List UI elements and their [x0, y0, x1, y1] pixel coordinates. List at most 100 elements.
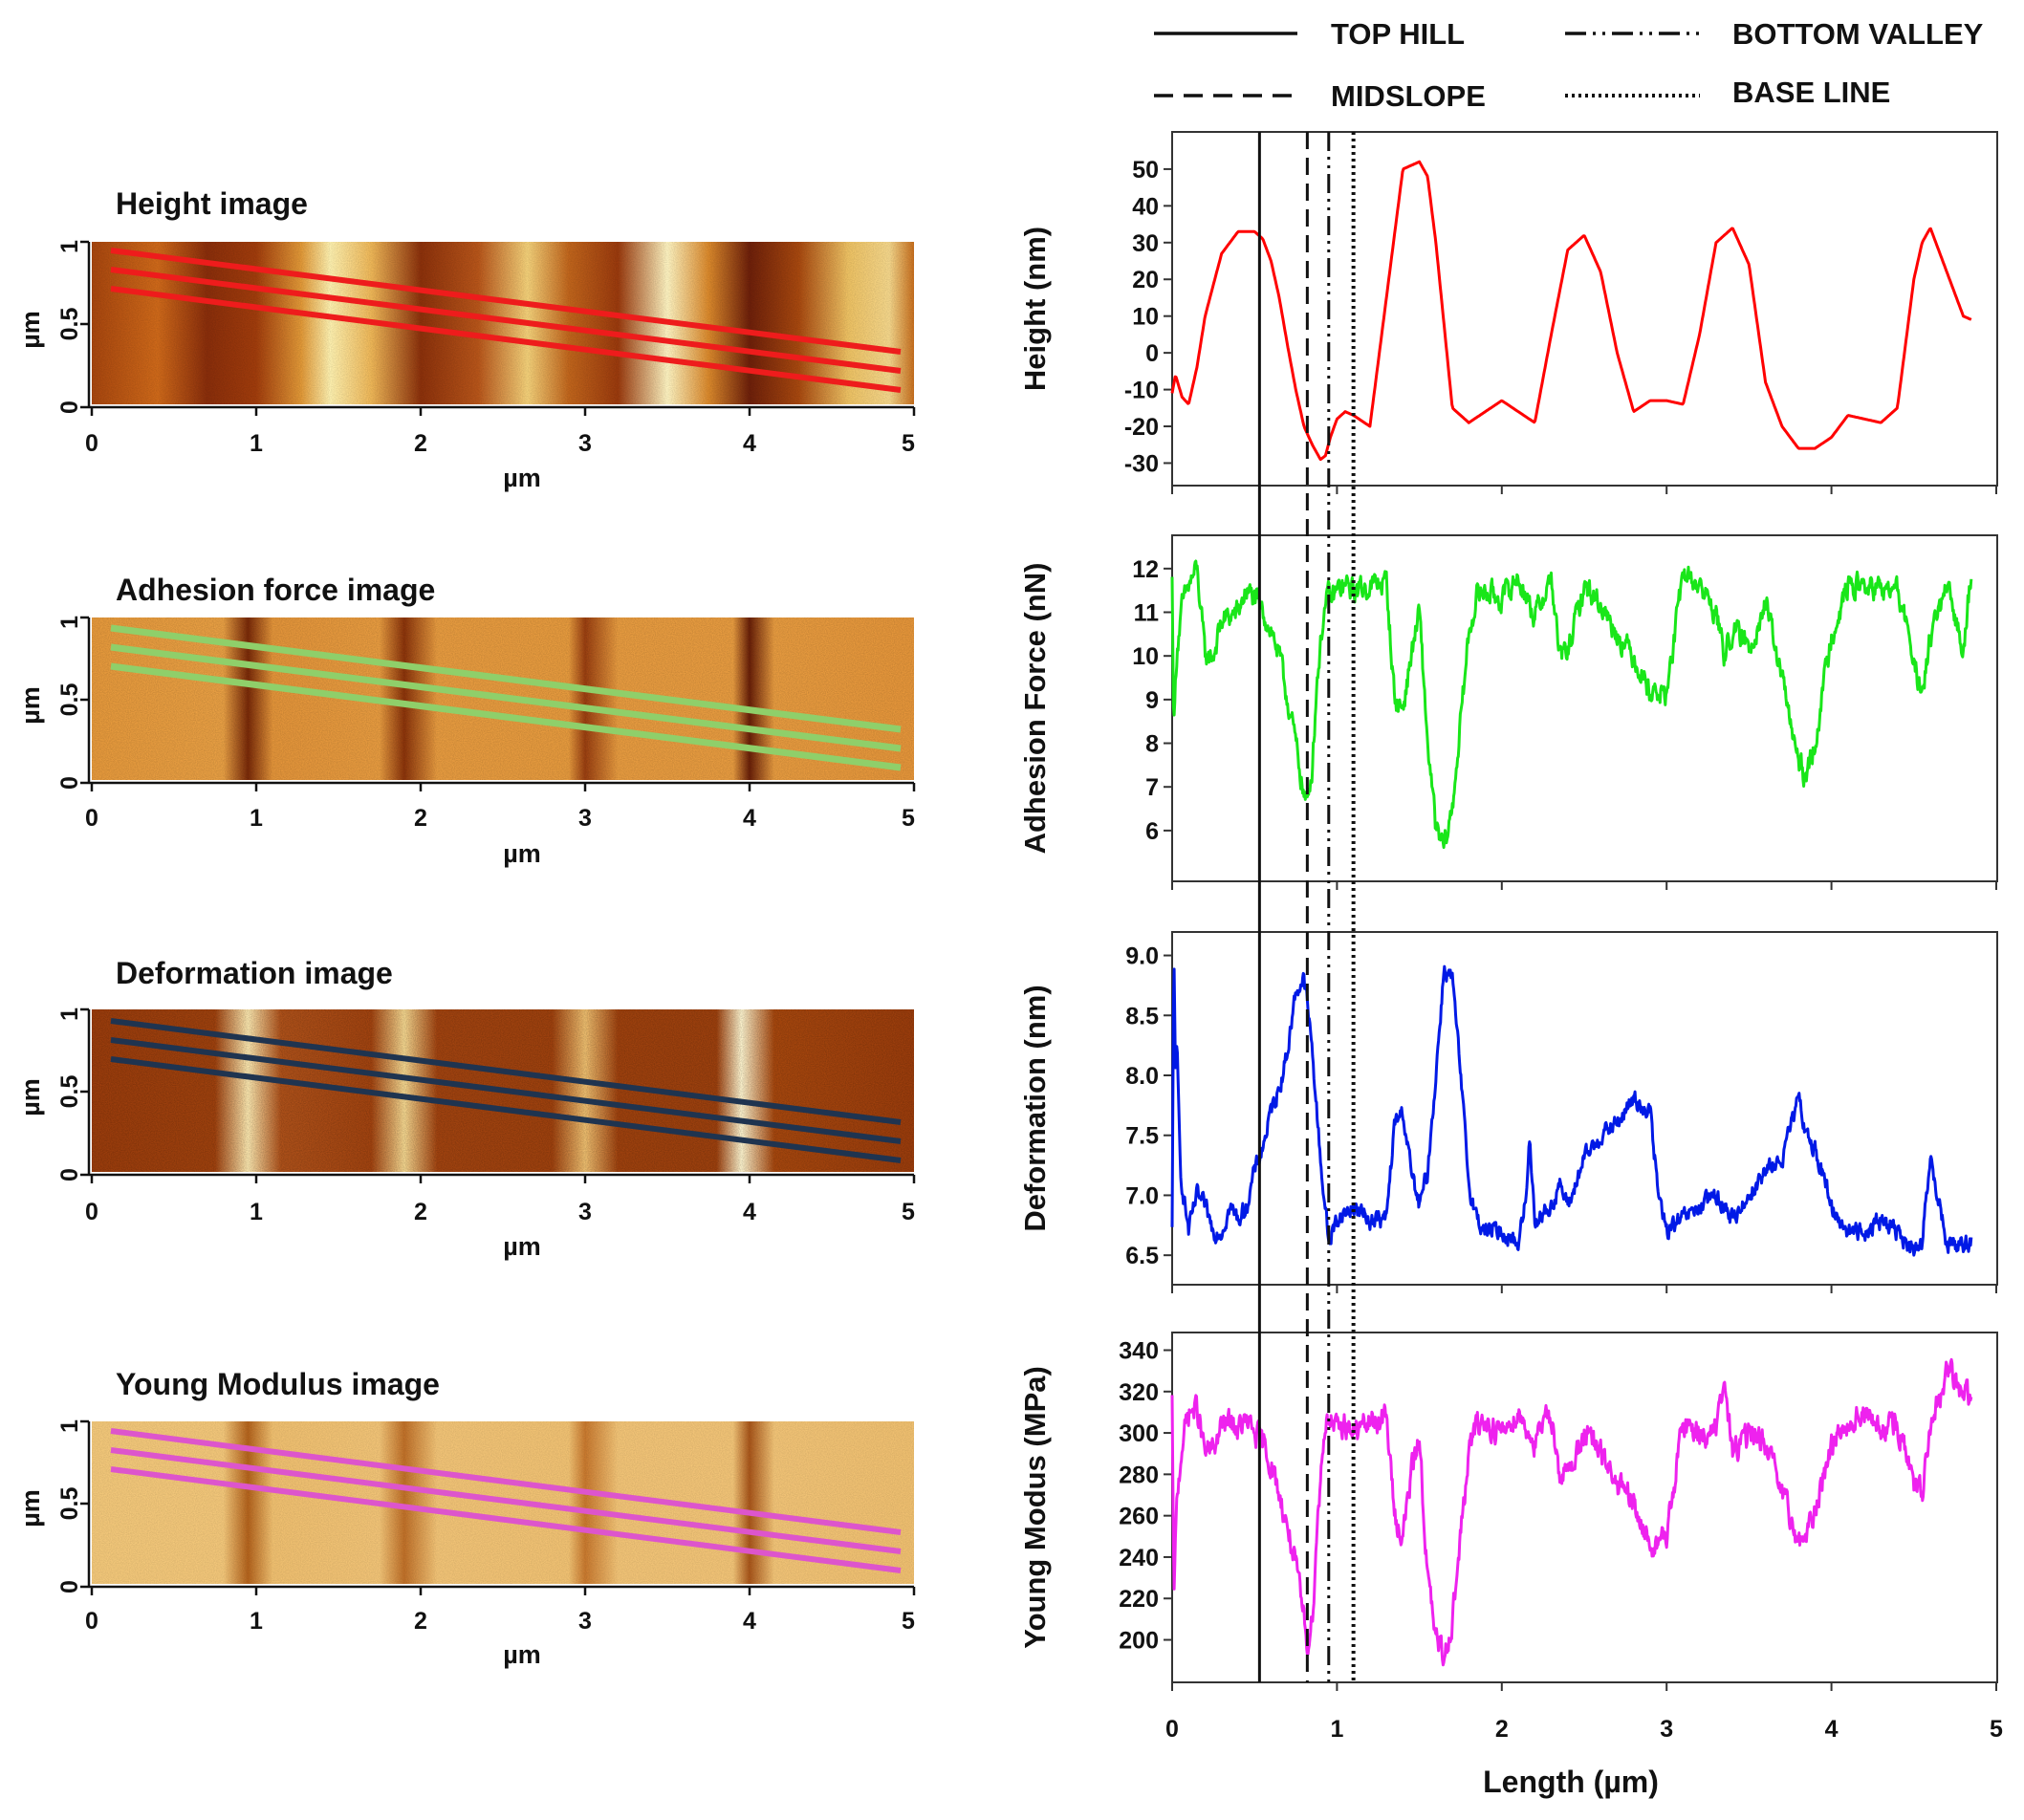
afm-profile-line	[110, 1018, 902, 1125]
afm-profile-line	[110, 286, 902, 393]
y-tick-label: 1	[56, 616, 83, 629]
afm-image-x-label: µm	[503, 1232, 541, 1261]
x-tick-label: 5	[902, 430, 915, 457]
x-tick-label: 1	[250, 805, 263, 832]
x-tick-label: 3	[578, 430, 592, 457]
afm-image-axes	[80, 240, 916, 416]
y-tick-label: 40	[1132, 193, 1159, 220]
afm-image-x-label: µm	[503, 464, 541, 492]
x-tick-label: 1	[1330, 1716, 1343, 1743]
afm-profile-line	[110, 1037, 902, 1144]
afm-profile-line	[110, 1466, 902, 1573]
x-tick-label: 4	[743, 805, 756, 832]
chart-frame	[1171, 131, 1998, 487]
y-tick-label: 50	[1132, 157, 1159, 184]
profile-chart-1: -30 -20 -10 0 10 20 30 40 50 Height (nm)	[1018, 131, 1998, 494]
y-tick-label: 0	[56, 1580, 83, 1593]
y-tick-label: 9	[1145, 687, 1159, 714]
afm-image-x-tick-labels: 0 1 2 3 4 5	[85, 1199, 915, 1225]
legend-midslope-label: MIDSLOPE	[1331, 79, 1486, 113]
afm-image-y-tick-labels: 0 0.5 1	[56, 1008, 83, 1181]
x-tick-label: 5	[1990, 1716, 2003, 1743]
afm-profile-line	[110, 1447, 902, 1554]
y-tick-label: -20	[1124, 414, 1159, 441]
afm-image-profile-lines	[110, 1428, 902, 1573]
afm-image-y-tick-labels: 0 0.5 1	[56, 240, 83, 414]
x-tick-label: 5	[902, 805, 915, 832]
afm-image-axes	[80, 1419, 916, 1595]
afm-image-x-tick-labels: 0 1 2 3 4 5	[85, 805, 915, 832]
data-series-line	[1170, 1357, 1973, 1667]
x-tick-label: 0	[85, 430, 98, 457]
y-axis-title: Height (nm)	[1018, 227, 1052, 391]
x-tick-label: 2	[414, 430, 427, 457]
x-tick-label: 2	[414, 1608, 427, 1635]
y-tick-label: 1	[56, 240, 83, 253]
y-tick-label: 30	[1132, 230, 1159, 257]
x-tick-label: 1	[250, 1199, 263, 1225]
y-tick-label: 8.0	[1125, 1063, 1159, 1090]
data-series-line	[1170, 160, 1972, 462]
afm-image-y-label: µm	[16, 311, 45, 349]
y-tick-label: 0.5	[56, 308, 83, 341]
afm-image-panel-adhesion: Adhesion force image 0 1 2 3 4 5 0 0.5 1…	[16, 573, 916, 868]
afm-image-y-label: µm	[16, 686, 45, 725]
profile-charts: -30 -20 -10 0 10 20 30 40 50 Height (nm) 6 7 8 9 10 11 1…	[1018, 131, 1998, 1691]
afm-profile-line	[110, 643, 902, 752]
x-tick-label: 0	[85, 805, 98, 832]
length-axis: 0 1 2 3 4 5	[1165, 1716, 2003, 1743]
y-tick-label: 10	[1132, 304, 1159, 331]
profile-chart-2: 6 7 8 9 10 11 12 Adhesion Force (nN)	[1018, 534, 1998, 890]
y-tick-label: 1	[56, 1419, 83, 1433]
afm-profile-line	[110, 662, 902, 771]
afm-image-texture	[92, 242, 914, 404]
afm-image-profile-lines	[110, 1018, 902, 1163]
x-tick-label: 2	[414, 1199, 427, 1225]
y-tick-label: 10	[1132, 643, 1159, 670]
afm-profile-line	[110, 248, 902, 355]
y-tick-label: 8	[1145, 731, 1159, 758]
y-tick-label: 20	[1132, 267, 1159, 293]
afm-image-x-label: µm	[503, 1640, 541, 1669]
x-tick-label: 3	[578, 1199, 592, 1225]
feature-marker-lines	[1257, 132, 1356, 1682]
x-tick-label: 5	[902, 1608, 915, 1635]
y-tick-label: 320	[1119, 1379, 1159, 1406]
afm-image-panel-deformation: Deformation image 0 1 2 3 4 5 0 0.5 1 µm…	[16, 956, 916, 1261]
data-series-line	[1170, 559, 1973, 850]
y-tick-label: 1	[56, 1008, 83, 1021]
x-tick-label: 4	[743, 1608, 756, 1635]
y-tick-label: -30	[1124, 450, 1159, 477]
y-tick-label: 260	[1119, 1504, 1159, 1530]
afm-image-title: Height image	[116, 186, 308, 221]
y-tick-label: 340	[1119, 1337, 1159, 1364]
y-axis-title: Deformation (nm)	[1018, 985, 1052, 1231]
y-tick-label: 220	[1119, 1586, 1159, 1613]
y-tick-label: -10	[1124, 378, 1159, 404]
afm-image-y-tick-labels: 0 0.5 1	[56, 1419, 83, 1593]
y-tick-label: 7.0	[1125, 1182, 1159, 1209]
afm-image-y-tick-labels: 0 0.5 1	[56, 616, 83, 790]
y-tick-label: 0	[56, 401, 83, 414]
afm-profile-line	[110, 624, 902, 733]
y-tick-label: 9.0	[1125, 943, 1159, 970]
y-tick-label: 280	[1119, 1462, 1159, 1488]
y-tick-label: 7.5	[1125, 1123, 1159, 1150]
afm-image-axes	[80, 616, 916, 791]
afm-image-title: Deformation image	[116, 956, 393, 990]
y-tick-label: 6.5	[1125, 1243, 1159, 1269]
x-tick-label: 0	[1165, 1716, 1179, 1743]
afm-image-title: Adhesion force image	[116, 573, 435, 607]
y-tick-label: 300	[1119, 1420, 1159, 1447]
x-tick-label: 4	[1825, 1716, 1839, 1743]
x-tick-label: 2	[1495, 1716, 1509, 1743]
afm-profile-line	[110, 267, 902, 374]
afm-image-y-label: µm	[16, 1078, 45, 1116]
afm-image-profile-lines	[110, 624, 902, 771]
y-tick-label: 0.5	[56, 683, 83, 717]
afm-image-y-label: µm	[16, 1489, 45, 1528]
x-tick-label: 4	[743, 1199, 756, 1225]
x-tick-label: 3	[1660, 1716, 1673, 1743]
afm-profile-line	[110, 1056, 902, 1163]
